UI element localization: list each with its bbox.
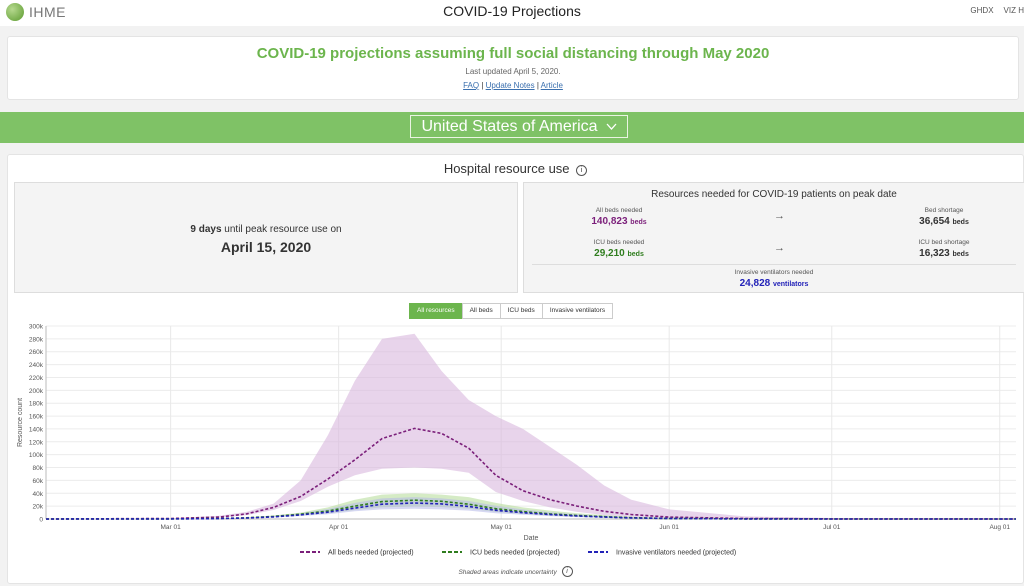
y-tick-label: 300k [29,324,44,331]
y-tick-label: 260k [29,349,44,356]
icu-beds-unit: beds [627,251,644,258]
footnote-text: Shaded areas indicate uncertainty [458,569,557,576]
header-card: COVID-19 projections assuming full socia… [7,36,1019,100]
article-link[interactable]: Article [540,81,563,90]
y-tick-label: 180k [29,401,44,408]
bed-shortage-unit: beds [952,219,969,226]
ihme-logo[interactable]: IHME [6,3,66,21]
update-notes-link[interactable]: Update Notes [485,81,535,90]
tab-all-resources[interactable]: All resources [409,303,463,319]
ventilators-value: 24,828 [739,278,771,289]
info-icon[interactable]: i [576,165,588,176]
divider [532,264,1016,265]
page-headline: COVID-19 projections assuming full socia… [256,45,770,62]
y-tick-label: 140k [29,426,44,433]
resource-tabs: All resources All beds ICU beds Invasive… [409,303,614,319]
info-icon[interactable]: i [561,566,573,577]
nav-ghdx[interactable]: GHDX [970,6,994,15]
link-separator: | [481,81,484,90]
location-select[interactable]: United States of America [410,115,628,138]
location-band: United States of America [0,112,1024,143]
x-tick-label: Jun 01 [659,524,679,531]
icu-shortage-unit: beds [952,251,969,258]
y-tick-label: 60k [33,478,44,485]
last-updated: Last updated April 5, 2020. [465,67,561,76]
legend-label: Invasive ventilators needed (projected) [616,550,736,557]
legend-label: All beds needed (projected) [328,550,414,557]
section-title-text: Hospital resource use [443,161,570,176]
y-tick-label: 220k [29,375,44,382]
top-nav: GHDX VIZ H [970,6,1024,15]
all-beds-value: 140,823 [591,216,628,227]
resources-card: Resources needed for COVID-19 patients o… [523,182,1024,293]
x-tick-label: May 01 [491,524,513,531]
ventilators-stat: Invasive ventilators needed 24,828 venti… [674,269,874,289]
app-title: COVID-19 Projections [443,3,581,19]
icu-shortage-label: ICU bed shortage [918,239,970,246]
icu-beds-stat: ICU beds needed 29,210 beds [564,239,674,259]
tab-invasive-ventilators[interactable]: Invasive ventilators [541,303,614,319]
resources-title: Resources needed for COVID-19 patients o… [651,189,897,200]
link-separator: | [536,81,539,90]
icu-beds-value: 29,210 [594,248,625,259]
ventilators-uncertainty-band [46,497,1016,519]
y-tick-label: 240k [29,362,44,369]
ventilators-line [45,502,1016,520]
x-tick-label: Apr 01 [329,524,349,531]
bed-shortage-value: 36,654 [919,216,950,227]
y-tick-label: 120k [29,439,44,446]
resource-chart[interactable]: 0 20k 40k 60k 80k 100k 120k 140k 160k 180k 200k 220… [8,155,1023,583]
tab-all-beds[interactable]: All beds [461,303,501,319]
arrow-right-icon: → [774,210,785,222]
ventilators-unit: ventilators [772,281,809,288]
y-tick-label: 200k [29,388,44,395]
bed-shortage-label: Bed shortage [924,207,964,214]
logo-text: IHME [29,4,66,20]
icu-shortage-value: 16,323 [919,248,950,259]
peak-days-count: 9 days [190,224,222,235]
y-tick-label: 0 [39,517,43,524]
icu-beds-label: ICU beds needed [593,239,645,246]
x-axis-label: Date [524,535,539,542]
legend-label: ICU beds needed (projected) [470,550,560,557]
hospital-resource-panel: Hospital resource use i 9 days until pea… [7,154,1024,584]
bed-shortage-stat: Bed shortage 36,654 beds [884,207,1004,227]
y-tick-label: 40k [33,491,44,498]
y-tick-label: 160k [29,414,44,421]
peak-days-text: 9 days until peak resource use on [15,224,517,235]
section-title: Hospital resource use i [8,161,1023,176]
y-tick-label: 100k [29,452,44,459]
top-bar: IHME COVID-19 Projections GHDX VIZ H [0,0,1024,26]
location-selected: United States of America [421,117,598,135]
peak-date: April 15, 2020 [220,239,312,255]
y-tick-label: 20k [33,504,44,511]
x-tick-label: Jul 01 [823,524,841,531]
x-tick-label: Mar 01 [161,524,182,531]
faq-link[interactable]: FAQ [463,81,480,90]
ihme-logo-icon [6,3,24,21]
all-beds-label: All beds needed [595,207,643,214]
nav-viz-hub[interactable]: VIZ H [1003,6,1024,15]
chevron-down-icon [606,123,617,130]
all-beds-uncertainty-band [46,333,1016,519]
arrow-right-icon: → [774,242,785,254]
x-tick-label: Aug 01 [989,524,1010,531]
uncertainty-footnote: Shaded areas indicate uncertainty i [8,566,1023,577]
all-beds-stat: All beds needed 140,823 beds [564,207,674,227]
peak-days-rest: until peak resource use on [221,224,342,235]
header-links: FAQ | Update Notes | Article [8,81,1018,90]
y-tick-label: 80k [33,465,44,472]
all-beds-unit: beds [630,219,647,226]
ventilators-label: Invasive ventilators needed [734,269,814,276]
peak-card: 9 days until peak resource use on April … [14,182,518,293]
y-axis-label: Resource count [17,398,24,447]
y-tick-label: 280k [29,336,44,343]
icu-shortage-stat: ICU bed shortage 16,323 beds [884,239,1004,259]
